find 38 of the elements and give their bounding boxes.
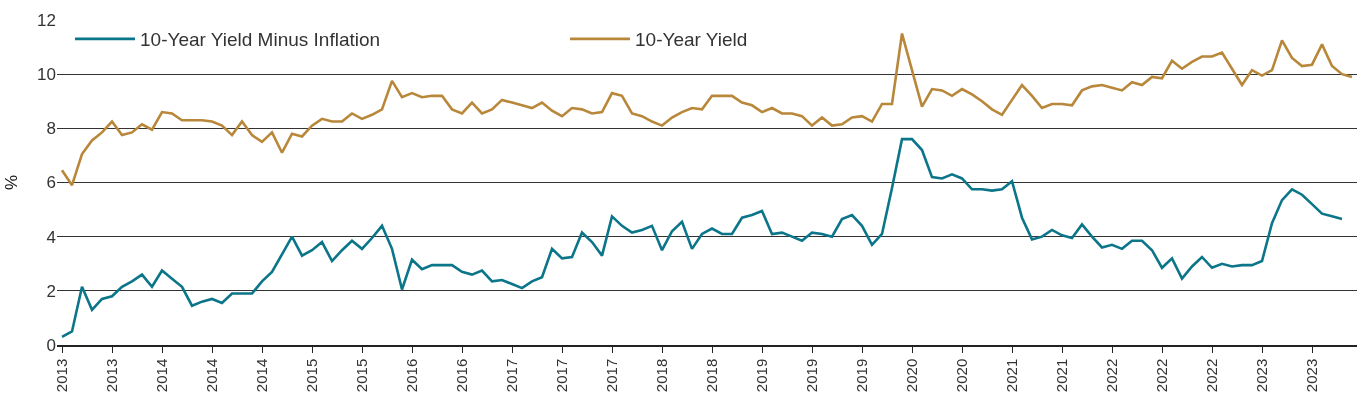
y-tick-label: 12 xyxy=(37,10,56,30)
x-tick-label: 2018 xyxy=(702,358,720,393)
x-tick-label: 2020 xyxy=(902,358,920,393)
x-tick-label: 2022 xyxy=(1152,358,1170,393)
x-tick-label: 2014 xyxy=(252,358,270,393)
x-tick-label: 2022 xyxy=(1202,358,1220,393)
y-tick-label: 6 xyxy=(46,173,56,193)
x-tick-label: 2023 xyxy=(1302,358,1320,393)
x-tick-label: 2021 xyxy=(1052,358,1070,393)
x-tick-label: 2014 xyxy=(202,358,220,393)
x-tick-label: 2017 xyxy=(552,358,570,393)
y-tick-label: 4 xyxy=(46,227,56,247)
x-tick-label: 2019 xyxy=(852,358,870,393)
y-tick-label: 8 xyxy=(46,119,56,139)
x-tick-label: 2019 xyxy=(802,358,820,393)
y-tick-label: 10 xyxy=(37,65,56,85)
x-tick-label: 2013 xyxy=(52,358,70,393)
x-tick-label: 2013 xyxy=(102,358,120,393)
line-series xyxy=(60,32,1354,187)
x-tick-label: 2017 xyxy=(602,358,620,393)
x-tick-label: 2014 xyxy=(152,358,170,393)
x-tick-label: 2018 xyxy=(652,358,670,393)
x-tick-label: 2022 xyxy=(1102,358,1120,393)
legend-label: 10-Year Yield xyxy=(635,29,748,51)
y-axis-title: % xyxy=(1,174,21,191)
x-tick-label: 2020 xyxy=(952,358,970,393)
y-tick-label: 2 xyxy=(46,281,56,301)
x-tick-label: 2016 xyxy=(452,358,470,393)
x-tick-label: 2021 xyxy=(1002,358,1020,393)
x-tick-label: 2015 xyxy=(352,358,370,393)
y-tick-label: 0 xyxy=(46,335,56,355)
x-tick-label: 2016 xyxy=(402,358,420,393)
x-tick-label: 2019 xyxy=(752,358,770,393)
x-tick-label: 2015 xyxy=(302,358,320,393)
legend-label: 10-Year Yield Minus Inflation xyxy=(140,29,381,51)
x-tick-label: 2017 xyxy=(502,358,520,393)
line-series xyxy=(60,137,1344,339)
x-tick-label: 2023 xyxy=(1252,358,1270,393)
